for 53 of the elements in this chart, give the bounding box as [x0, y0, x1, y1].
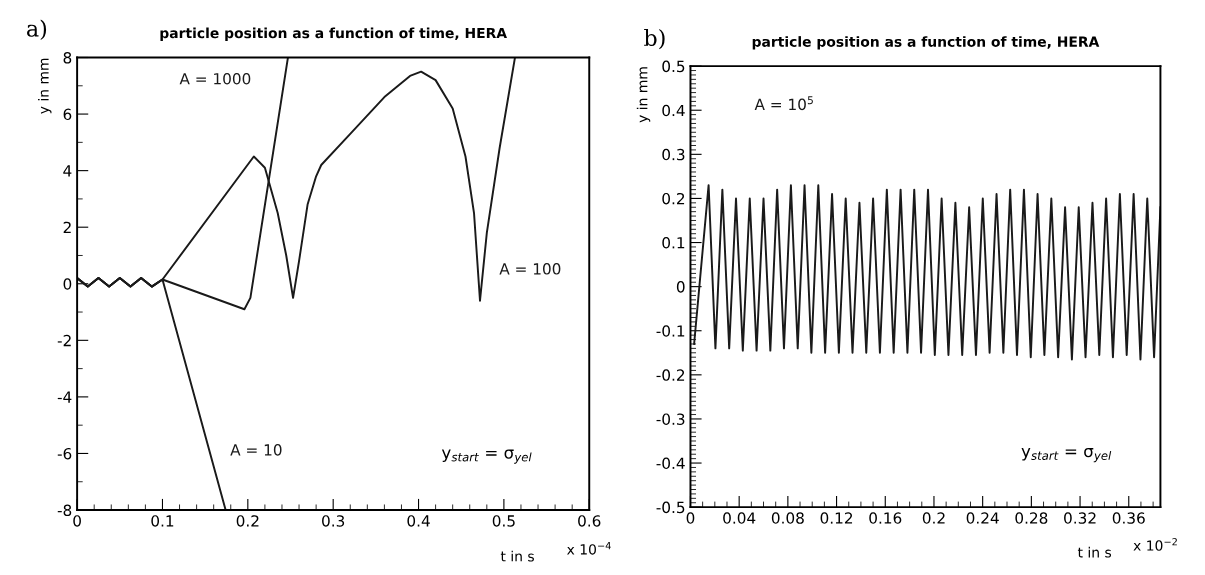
x-tick-label: 0 — [686, 512, 695, 524]
y-tick-label: -2 — [57, 334, 71, 347]
x-axis-title: t in s — [1077, 546, 1112, 558]
y-tick-label: 4 — [63, 165, 72, 177]
y-tick-label: -8 — [57, 504, 72, 517]
y-tick-label: -0.2 — [656, 369, 685, 381]
y-tick-label: -0.5 — [656, 501, 685, 514]
chart-title: particle position as a function of time, HERA — [752, 36, 1100, 50]
x-tick-label: 0.5 — [492, 515, 515, 527]
y-tick-label: -4 — [57, 391, 72, 403]
text: b) — [644, 28, 665, 50]
x-tick-label: 0.2 — [922, 512, 945, 524]
y-tick-label: 6 — [63, 108, 72, 121]
y-tick-label: 0.3 — [662, 148, 685, 161]
x-axis-title: t in s — [500, 550, 534, 562]
x-tick-label: 0.32 — [1064, 512, 1096, 524]
x-tick-label: 0.28 — [1015, 512, 1048, 524]
x-tick-label: 0.16 — [869, 512, 902, 524]
annotation: y$_{start}$ = σ$_{yel}$ — [1021, 447, 1112, 463]
series-label: A = 10 — [230, 444, 282, 456]
y-axis-title: y in mm — [636, 67, 651, 123]
x-tick-label: 0.4 — [407, 515, 430, 527]
y-tick-label: 0.1 — [662, 237, 685, 249]
x-tick-label: 0.04 — [723, 512, 756, 524]
y-tick-label: 0 — [63, 278, 72, 290]
y-tick-label: 0.5 — [662, 60, 685, 73]
series-label: A = 100 — [499, 263, 561, 275]
y-tick-label: 2 — [63, 221, 71, 233]
x-tick-label: 0 — [73, 515, 81, 527]
x-tick-label: 0.3 — [322, 515, 345, 527]
x-tick-label: 0.1 — [151, 515, 174, 527]
y-tick-label: 8 — [63, 51, 72, 64]
x-tick-label: 0.24 — [966, 512, 999, 524]
y-tick-label: -0.1 — [656, 325, 685, 337]
text: A = 1000 — [179, 73, 251, 85]
y-tick-label: 0.2 — [662, 192, 685, 205]
x-tick-label: 0.12 — [820, 512, 853, 524]
text: A = 10$^{5}$ — [754, 96, 813, 111]
y-tick-label: 0 — [676, 281, 685, 293]
annotation: y$_{start}$ = σ$_{yel}$ — [441, 449, 532, 464]
y-tick-label: -6 — [57, 447, 72, 460]
x-tick-label: 0.36 — [1112, 512, 1145, 524]
text: x 10$^{−2}$ — [1133, 538, 1177, 551]
y-tick-label: -0.4 — [656, 457, 685, 470]
text: x 10$^{−4}$ — [567, 542, 611, 555]
x-tick-label: 0.2 — [236, 515, 259, 527]
y-axis-title: y in mm — [38, 58, 52, 114]
x-tick-label: 0.6 — [578, 515, 601, 527]
y-tick-label: 0.4 — [662, 104, 685, 117]
chart-title: particle position as a function of time, HERA — [160, 27, 507, 41]
text: a) — [27, 19, 47, 40]
y-tick-label: -0.3 — [656, 413, 685, 425]
x-tick-label: 0.08 — [771, 512, 804, 524]
